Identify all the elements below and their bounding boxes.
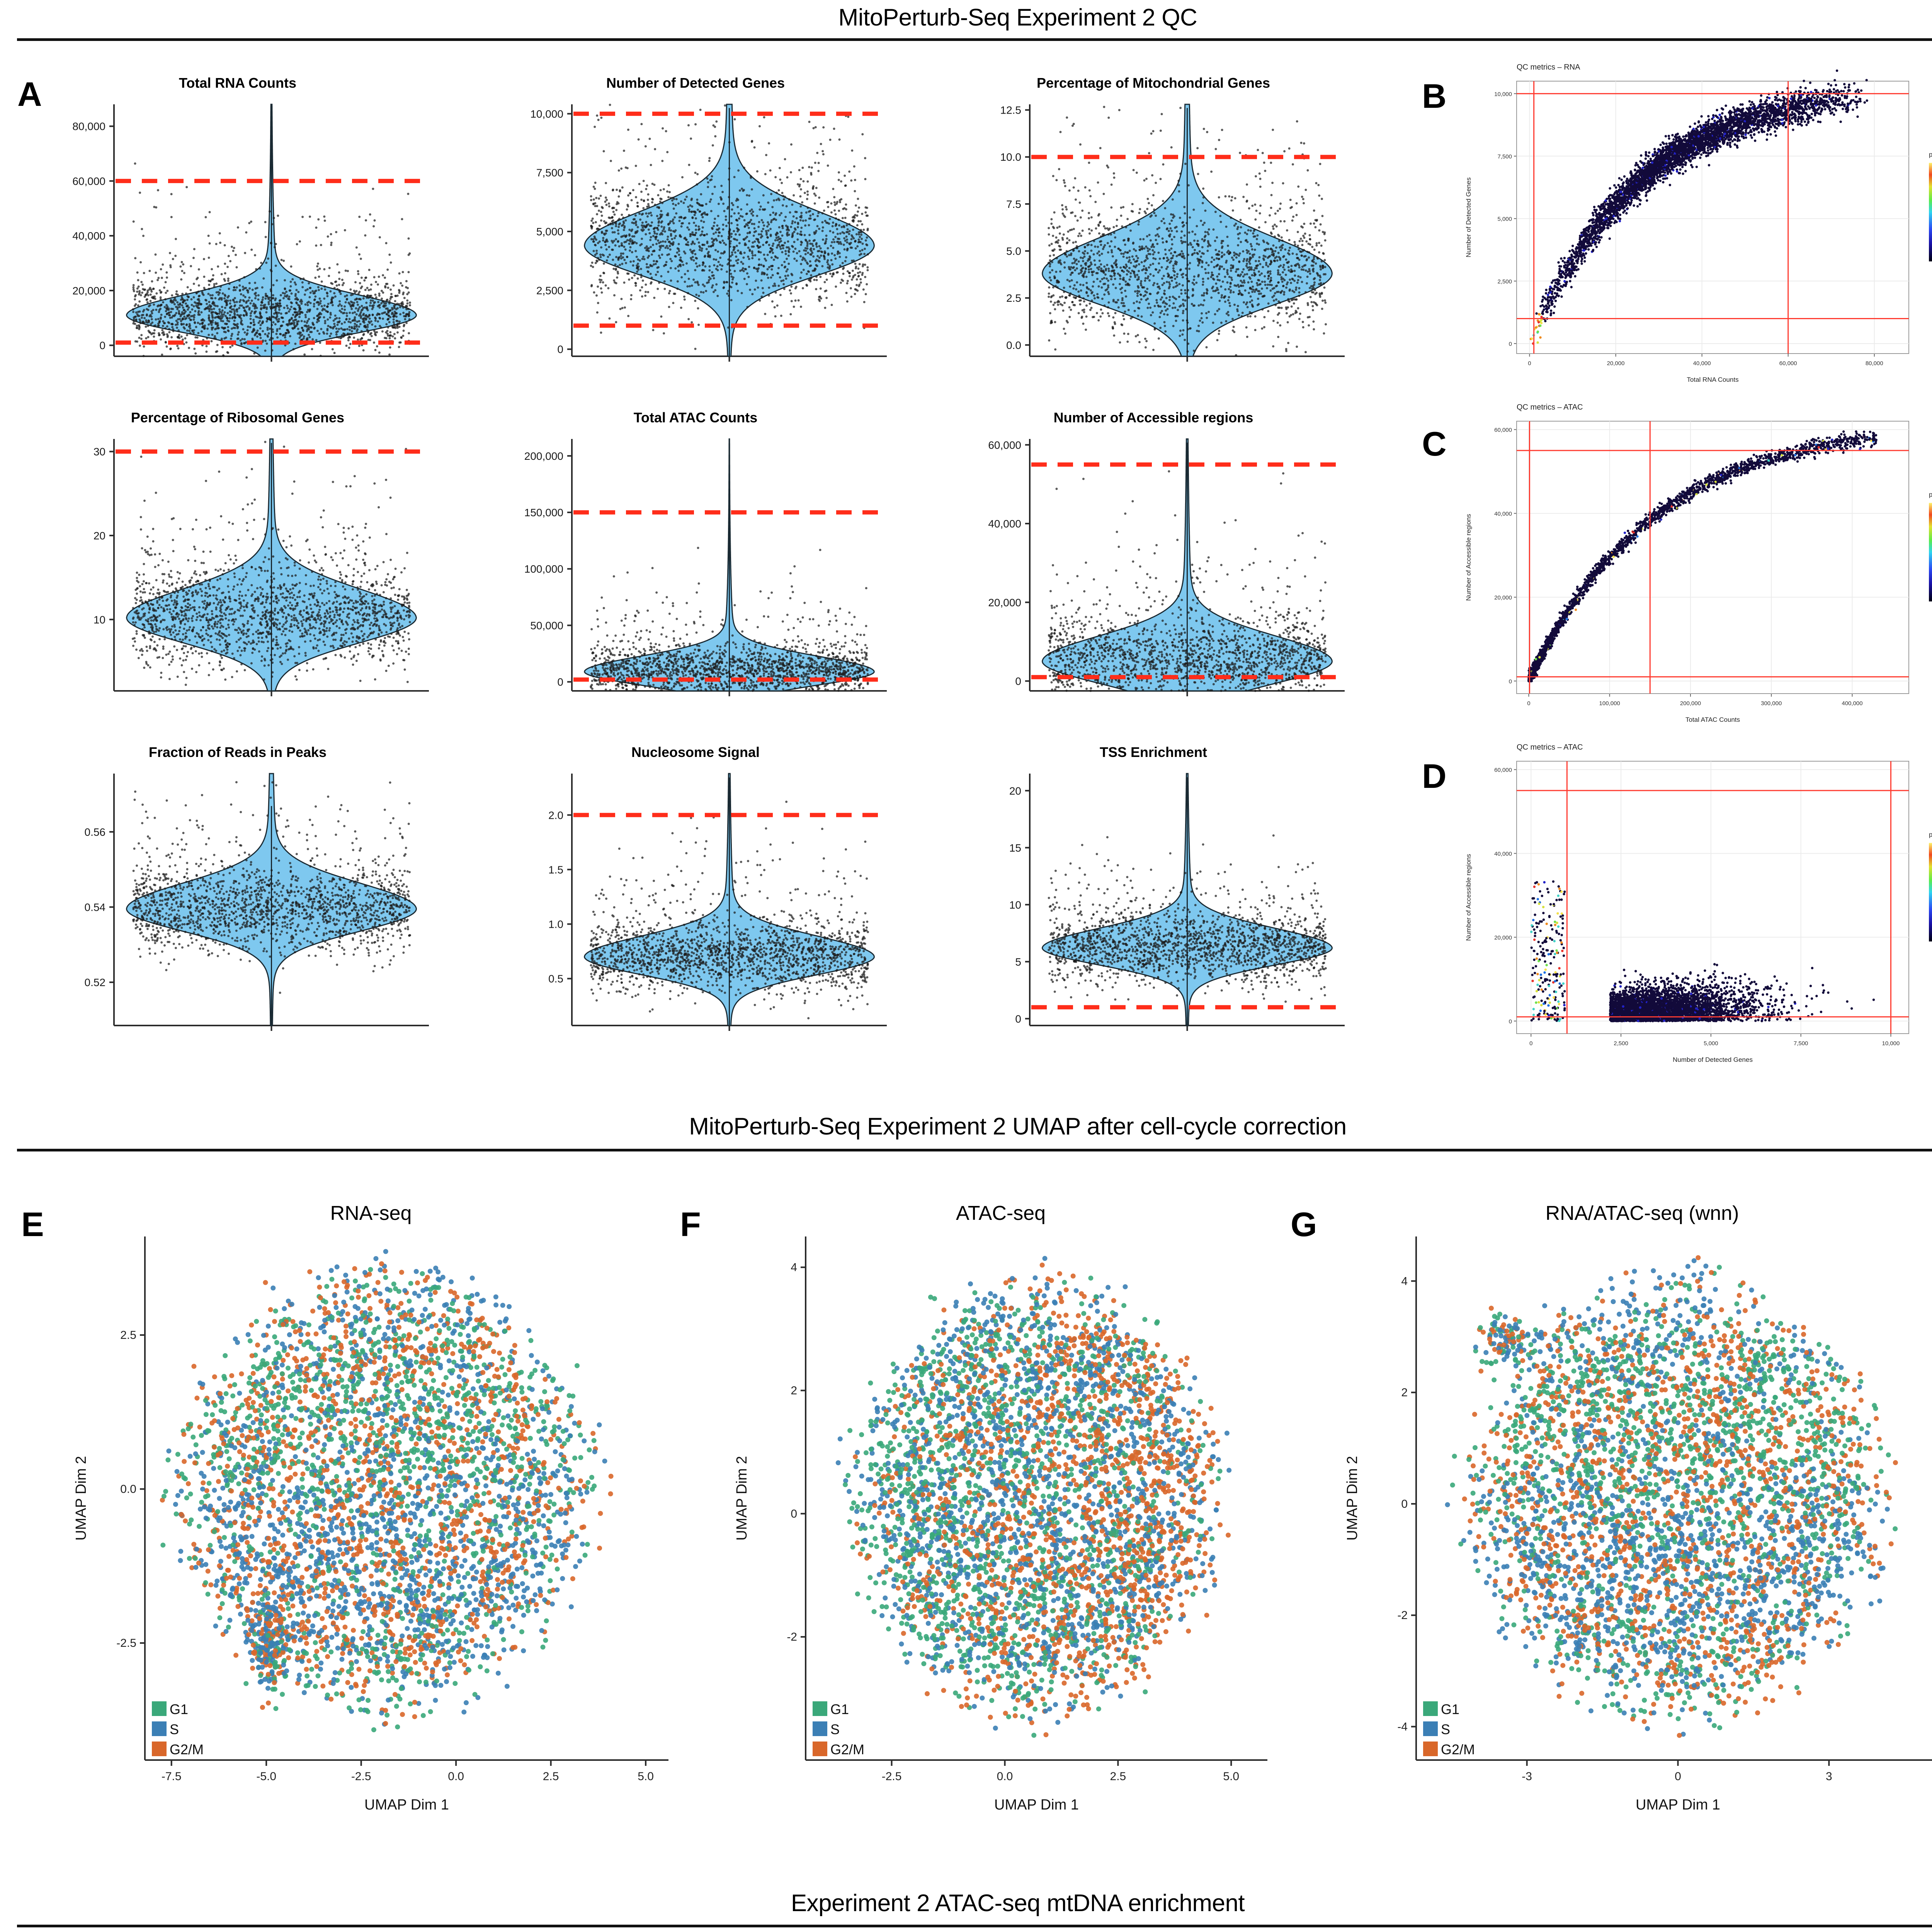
svg-text:10,000: 10,000: [530, 108, 563, 120]
panel-letter-b: B: [1422, 79, 1447, 113]
umap-section-header: MitoPerturb-Seq Experiment 2 UMAP after …: [0, 1113, 1932, 1151]
umap-section-title: MitoPerturb-Seq Experiment 2 UMAP after …: [0, 1113, 1932, 1140]
umap-section-divider: [17, 1149, 1932, 1151]
svg-text:0: 0: [99, 340, 105, 352]
panel-letter-g: G: [1291, 1208, 1317, 1242]
violin-plot: Total ATAC Counts 0 50,000 100,000 150,000 20…: [493, 404, 951, 739]
violin-svg: 0 20,000 40,000 60,000 80,000: [72, 104, 429, 362]
mtdna-section-header: Experiment 2 ATAC-seq mtDNA enrichment: [0, 1889, 1932, 1927]
violin-plot: Fraction of Reads in Peaks 0.52 0.54 0.56: [35, 739, 493, 1073]
violin-plot-title: Total ATAC Counts: [493, 410, 898, 426]
svg-text:7,500: 7,500: [536, 167, 563, 179]
qc-scatter-panel: QC metrics – ATAC 0 20,000 40,000 60,000 0 100…: [1453, 398, 1932, 730]
panel-letter-e: E: [21, 1208, 44, 1242]
violin-plot-title: Nucleosome Signal: [493, 744, 898, 760]
svg-text:40,000: 40,000: [72, 230, 105, 242]
qc-section-title: MitoPerturb-Seq Experiment 2 QC: [0, 4, 1932, 31]
panel-letter-a: A: [17, 77, 42, 111]
qc-section-divider: [17, 38, 1932, 41]
violin-plot-title: TSS Enrichment: [951, 744, 1356, 760]
svg-text:0: 0: [557, 344, 563, 355]
panel-letter-c: C: [1422, 427, 1447, 461]
violin-plot-title: Number of Detected Genes: [493, 75, 898, 91]
umap-panel: RNA-seq -2.5 0.0 2.5 -7.5 -5.0 -2.5 0.0 2.5 5.0 UM…: [58, 1198, 684, 1855]
violin-svg: 0.520.540.56: [85, 773, 429, 1031]
panel-a-violin-grid: Total RNA Counts 0 20,000 40,000 60,000 80,00…: [35, 70, 1410, 1074]
mtdna-section-title: Experiment 2 ATAC-seq mtDNA enrichment: [0, 1889, 1932, 1917]
panel-letter-d: D: [1422, 759, 1447, 793]
violin-svg: 0.0 2.5 5.0 7.5 10.0 12.5: [1000, 104, 1345, 362]
svg-text:0.0: 0.0: [1006, 339, 1021, 351]
violin-plot: TSS Enrichment 0 5 10 15 20: [951, 739, 1408, 1073]
violin-plot: Percentage of Ribosomal Genes 10 20 30: [35, 404, 493, 739]
panel-letter-f: F: [680, 1208, 701, 1242]
umap-panel-title: ATAC-seq: [719, 1202, 1283, 1225]
svg-text:10.0: 10.0: [1000, 151, 1022, 163]
qc-scatter-panel: QC metrics – ATAC 0 20,000 40,000 60,000 0 2,5…: [1453, 738, 1932, 1070]
mtdna-section-divider: [17, 1925, 1932, 1927]
violin-plot: Number of Accessible regions 0 20,000 40,00…: [951, 404, 1408, 739]
svg-text:80,000: 80,000: [72, 121, 105, 133]
qc-scatter-panel: QC metrics – RNA 0 2,500 5,000 7,500 10,000 0 2…: [1453, 58, 1932, 390]
svg-text:7.5: 7.5: [1006, 198, 1021, 210]
qc-section-header: MitoPerturb-Seq Experiment 2 QC: [0, 4, 1932, 41]
violin-plot-title: Percentage of Ribosomal Genes: [35, 410, 440, 426]
svg-text:20,000: 20,000: [72, 285, 105, 297]
panel-bcd-scatters: QC metrics – RNA 0 2,500 5,000 7,500 10,000 0 2…: [1453, 58, 1932, 1078]
violin-svg: 0.51.01.52.0: [548, 773, 887, 1031]
violin-plot: Number of Detected Genes 0 2,500 5,000 7,500…: [493, 70, 951, 404]
violin-plot: Total RNA Counts 0 20,000 40,000 60,000 80,00…: [35, 70, 493, 404]
umap-panel: ATAC-seq -2 0 2 4 -2.5 0.0 2.5 5.0 UMAP Dim 1 UMAP…: [719, 1198, 1283, 1855]
svg-text:60,000: 60,000: [72, 175, 105, 187]
violin-plot-title: Percentage of Mitochondrial Genes: [951, 75, 1356, 91]
violin-plot: Percentage of Mitochondrial Genes 0.0 2.5 5…: [951, 70, 1408, 404]
svg-text:5,000: 5,000: [536, 226, 563, 238]
umap-row: RNA-seq -2.5 0.0 2.5 -7.5 -5.0 -2.5 0.0 2.5 5.0 UM…: [0, 1198, 1932, 1862]
svg-text:2,500: 2,500: [536, 284, 563, 296]
violin-plot-title: Total RNA Counts: [35, 75, 440, 91]
svg-text:5.0: 5.0: [1006, 245, 1021, 257]
umap-panel-title: RNA-seq: [58, 1202, 684, 1225]
umap-panel-title: RNA/ATAC-seq (wnn): [1329, 1202, 1932, 1225]
violin-plot: Nucleosome Signal 0.5 1.0 1.5 2.0: [493, 739, 951, 1073]
svg-text:2.5: 2.5: [1006, 292, 1021, 304]
svg-text:12.5: 12.5: [1000, 104, 1022, 116]
violin-svg: 0 2,500 5,000 7,500 10,000: [530, 104, 887, 362]
violin-plot-title: Number of Accessible regions: [951, 410, 1356, 426]
violin-plot-title: Fraction of Reads in Peaks: [35, 744, 440, 760]
